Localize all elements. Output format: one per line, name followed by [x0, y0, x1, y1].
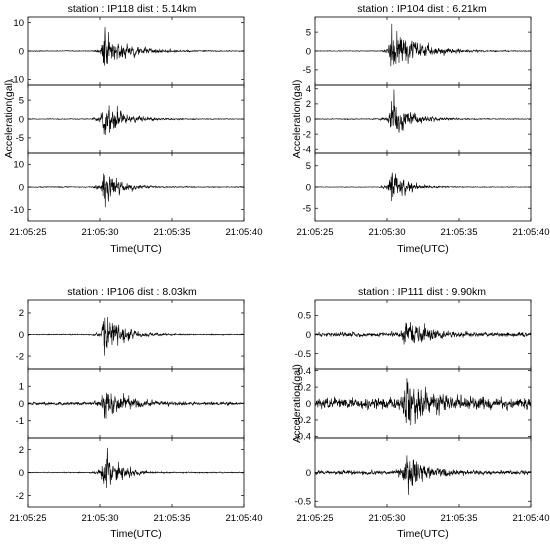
- y-axis-label: Acceleration(gal): [3, 80, 15, 159]
- y-axis-label: Acceleration(gal): [291, 80, 303, 159]
- x-axis-label: Time(UTC): [110, 243, 162, 255]
- y-tick-label: 0: [306, 114, 311, 125]
- y-tick-label: -0.5: [295, 497, 311, 508]
- subplot-3: 0 -0.5: [295, 437, 532, 508]
- y-tick-label: 5: [306, 27, 311, 38]
- subplot-1: 2 0 -2: [16, 299, 245, 370]
- x-tick-label: 21:05:25: [297, 513, 334, 524]
- x-tick-label: 21:05:35: [154, 513, 191, 524]
- series-line: [315, 322, 531, 345]
- y-tick-label: 0: [19, 114, 24, 125]
- y-tick-label: 0: [306, 182, 311, 193]
- x-tick-label: 21:05:40: [513, 227, 550, 238]
- chart-title: station : IP111 dist : 9.90km: [358, 286, 486, 298]
- y-tick-label: 10: [13, 160, 24, 171]
- x-tick-label: 21:05:40: [226, 513, 263, 524]
- series-line: [28, 105, 244, 136]
- y-tick-label: -2: [16, 351, 24, 362]
- chart-panel-4: station : IP111 dist : 9.90km 0.5 0 -0.5 0.4…: [291, 286, 549, 540]
- y-tick-label: 0.4: [298, 366, 311, 377]
- series-line: [28, 447, 244, 489]
- x-tick-label: 21:05:35: [441, 227, 478, 238]
- y-tick-label: 0: [306, 330, 311, 341]
- y-tick-label: -0.4: [295, 432, 311, 443]
- x-tick-label: 21:05:25: [10, 227, 47, 238]
- chart-title: station : IP118 dist : 5.14km: [68, 3, 197, 15]
- y-tick-label: 0: [19, 46, 24, 57]
- y-tick-label: 0: [19, 330, 24, 341]
- series-line: [28, 173, 244, 208]
- x-tick-label: 21:05:30: [369, 513, 406, 524]
- subplot-1: 0.5 0 -0.5: [295, 299, 532, 370]
- y-tick-label: 4: [306, 84, 311, 95]
- y-tick-label: -10: [10, 75, 24, 86]
- y-tick-label: -1: [16, 416, 24, 427]
- y-tick-label: 5: [306, 161, 311, 172]
- subplot-1: 5 0 -5: [303, 16, 532, 86]
- subplot-3: 5 0 -5: [303, 152, 532, 222]
- x-tick-label: 21:05:35: [154, 227, 191, 238]
- subplot-3: 2 0 -2: [16, 437, 245, 508]
- y-tick-label: 5: [19, 95, 24, 106]
- subplot-2: 4 2 0 -2 -4: [303, 84, 532, 156]
- series-line: [315, 89, 531, 133]
- y-tick-label: -5: [303, 204, 311, 215]
- y-tick-label: 0: [306, 399, 311, 410]
- y-tick-label: 0.2: [298, 382, 311, 393]
- x-tick-label: 21:05:40: [513, 513, 550, 524]
- x-tick-label: 21:05:25: [297, 227, 334, 238]
- subplot-2: 0.4 0.2 0 -0.2 -0.4: [295, 366, 532, 443]
- y-tick-label: -2: [16, 491, 24, 502]
- x-tick-label: 21:05:30: [82, 513, 119, 524]
- chart-panel-3: station : IP106 dist : 8.03km 2 0 -2 1 0 -1 2 0 -…: [10, 286, 263, 540]
- y-tick-label: 10: [13, 18, 24, 29]
- series-line: [28, 392, 244, 419]
- series-line: [28, 317, 244, 356]
- y-axis-label: Acceleration(gal): [291, 364, 303, 443]
- y-tick-label: 2: [19, 308, 24, 319]
- chart-panel-1: station : IP118 dist : 5.14km 10 0 -10 5 0 -5 1…: [3, 3, 262, 255]
- x-tick-label: 21:05:30: [369, 227, 406, 238]
- subplot-2: 5 0 -5: [16, 84, 245, 154]
- y-tick-label: -4: [303, 145, 311, 156]
- y-tick-label: 1: [19, 382, 24, 393]
- series-line: [315, 378, 531, 426]
- y-tick-label: 0.5: [298, 311, 311, 322]
- series-line: [315, 172, 531, 202]
- x-tick-label: 21:05:40: [226, 227, 263, 238]
- series-line: [315, 23, 531, 67]
- x-axis-label: Time(UTC): [110, 528, 162, 540]
- y-tick-label: -0.5: [295, 349, 311, 360]
- y-tick-label: -0.2: [295, 415, 311, 426]
- y-tick-label: -10: [10, 205, 24, 216]
- y-tick-label: -2: [303, 129, 311, 140]
- series-line: [28, 27, 244, 66]
- x-tick-label: 21:05:35: [441, 513, 478, 524]
- subplot-2: 1 0 -1: [16, 368, 245, 439]
- subplot-1: 10 0 -10: [10, 16, 245, 86]
- series-line: [315, 455, 531, 495]
- x-tick-label: 21:05:25: [10, 513, 47, 524]
- chart-title: station : IP106 dist : 8.03km: [67, 286, 197, 298]
- y-tick-label: 0: [19, 399, 24, 410]
- y-tick-label: 0: [19, 468, 24, 479]
- chart-title: station : IP104 dist : 6.21km: [357, 3, 487, 15]
- y-tick-label: 0: [19, 182, 24, 193]
- y-tick-label: 2: [306, 99, 311, 110]
- x-tick-label: 21:05:30: [82, 227, 119, 238]
- x-axis-label: Time(UTC): [397, 243, 449, 255]
- x-axis-label: Time(UTC): [397, 528, 449, 540]
- chart-panel-2: station : IP104 dist : 6.21km 5 0 -5 4 2 0 -2 -4…: [291, 3, 549, 255]
- y-tick-label: -5: [303, 65, 311, 76]
- y-tick-label: 0: [306, 46, 311, 57]
- y-tick-label: 2: [19, 445, 24, 456]
- y-tick-label: 0: [306, 468, 311, 479]
- y-tick-label: -5: [16, 133, 24, 144]
- subplot-3: 10 0 -10: [10, 152, 245, 222]
